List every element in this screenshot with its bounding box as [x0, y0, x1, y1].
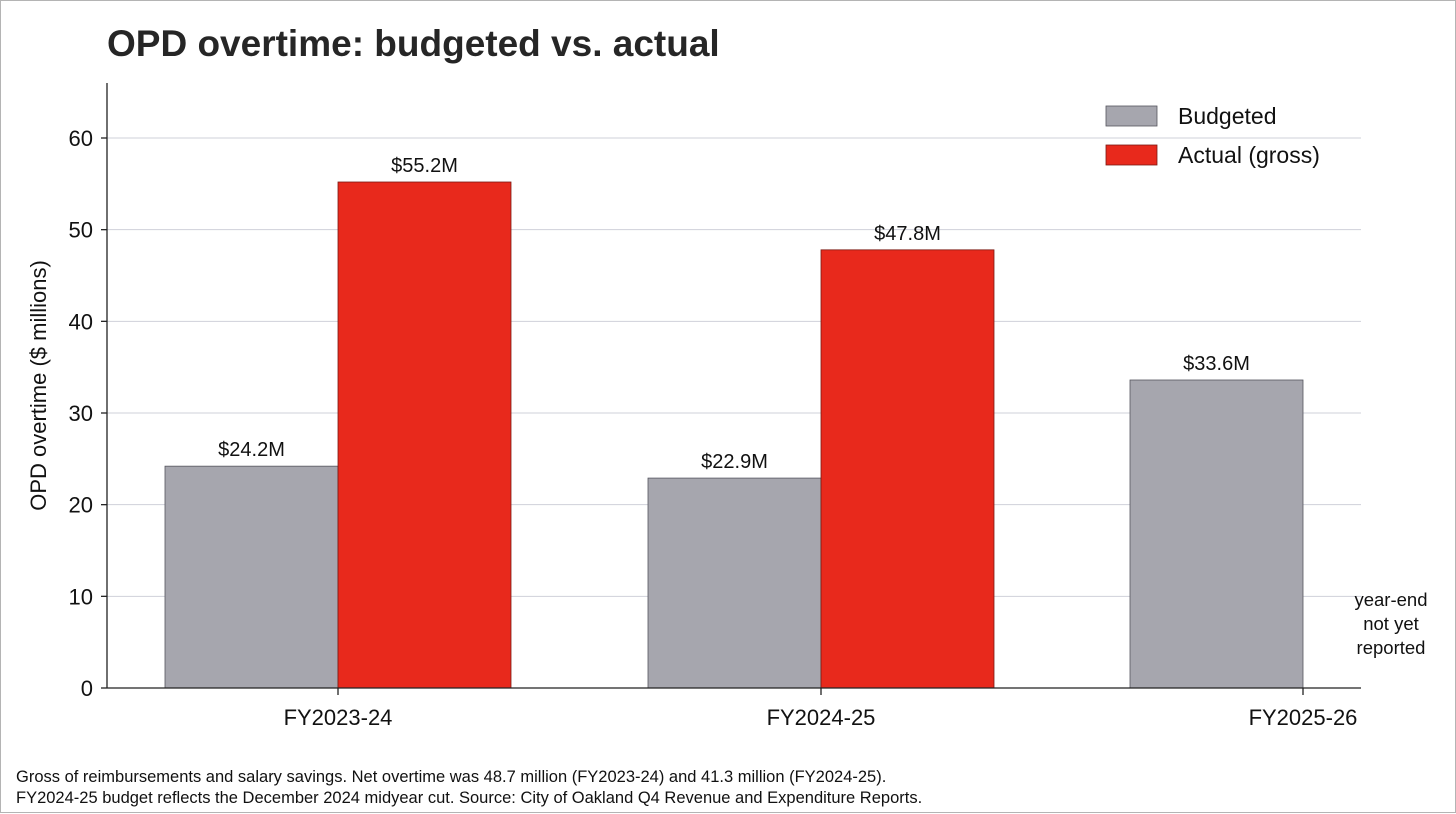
data-label-actual: $47.8M: [874, 223, 941, 245]
legend-swatch-actual: [1105, 144, 1158, 166]
annotation-year-end-line: not yet: [1363, 613, 1419, 634]
y-tick-label: 10: [69, 584, 93, 609]
x-tick-label: FY2025-26: [1249, 705, 1358, 730]
bar-budgeted: [1129, 379, 1304, 689]
y-tick-label: 20: [69, 493, 93, 518]
x-tick-label: FY2023-24: [284, 705, 393, 730]
bar-budgeted: [647, 477, 822, 689]
data-label-budgeted: $33.6M: [1183, 353, 1250, 375]
legend-swatch-budgeted: [1105, 105, 1158, 127]
y-tick-label: 40: [69, 309, 93, 334]
y-axis-label: OPD overtime ($ millions): [26, 260, 51, 511]
annotation-year-end-line: year-end: [1354, 589, 1427, 610]
x-tick-label: FY2024-25: [767, 705, 876, 730]
y-tick-label: 0: [81, 676, 93, 701]
y-tick-label: 30: [69, 401, 93, 426]
footnote: Gross of reimbursements and salary savin…: [16, 767, 922, 809]
data-label-budgeted: $22.9M: [701, 451, 768, 473]
footnote-line-2: FY2024-25 budget reflects the December 2…: [16, 789, 923, 807]
footnote-line-1: Gross of reimbursements and salary savin…: [16, 768, 887, 786]
data-label-budgeted: $24.2M: [218, 439, 285, 461]
data-label-actual: $55.2M: [391, 155, 458, 177]
legend-label-actual: Actual (gross): [1178, 142, 1320, 168]
y-tick-label: 50: [69, 218, 93, 243]
bar-actual: [820, 249, 995, 689]
chart-title: OPD overtime: budgeted vs. actual: [107, 23, 720, 64]
bar-actual: [337, 181, 512, 689]
legend-label-budgeted: Budgeted: [1178, 103, 1276, 129]
y-tick-label: 60: [69, 126, 93, 151]
annotation-year-end-line: reported: [1357, 637, 1426, 658]
bar-budgeted: [164, 465, 339, 689]
